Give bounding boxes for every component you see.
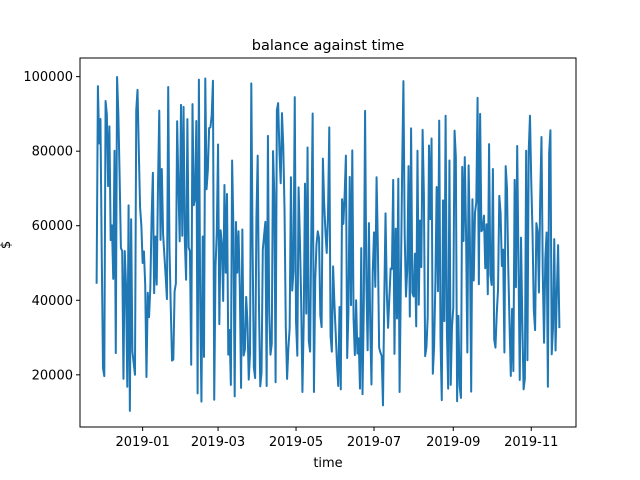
chart-title: balance against time <box>252 38 405 54</box>
x-tick-label: 2019-07 <box>347 435 401 450</box>
series-line-0 <box>95 76 561 412</box>
x-tick-label: 2019-03 <box>191 435 245 450</box>
y-axis-label: $ <box>0 241 14 249</box>
y-tick-label: 60000 <box>32 219 73 234</box>
x-axis-label: time <box>313 456 342 471</box>
y-tick-label: 80000 <box>32 145 73 160</box>
x-tick-label: 2019-01 <box>115 435 169 450</box>
plot-area: 2019-01 2019-03 2019-05 2019-07 2019-09 2019-… <box>23 57 577 450</box>
x-tick-label: 2019-09 <box>426 435 480 450</box>
axes-frame <box>79 57 577 428</box>
y-tick-label: 100000 <box>23 70 73 85</box>
y-tick-label: 20000 <box>32 368 73 383</box>
x-tick-label: 2019-05 <box>269 435 323 450</box>
x-tick-label: 2019-11 <box>504 435 558 450</box>
y-tick-label: 40000 <box>32 294 73 309</box>
